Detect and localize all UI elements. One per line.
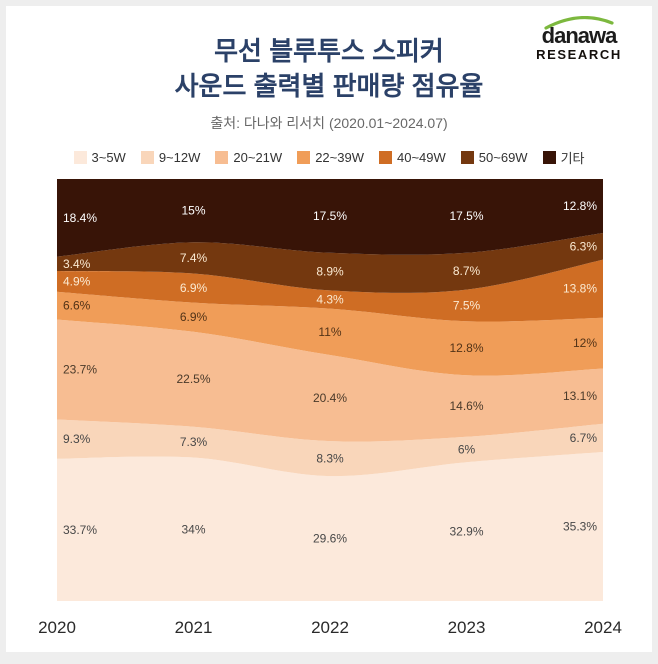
value-label: 4.9%	[63, 274, 91, 288]
legend-item: 22~39W	[297, 150, 364, 165]
danawa-logo: danawa RESEARCH	[520, 16, 638, 62]
value-label: 23.7%	[63, 363, 97, 377]
value-label: 6.9%	[180, 281, 208, 295]
page: danawa RESEARCH 무선 블루투스 스피커 사운드 출력별 판매량 …	[6, 6, 652, 652]
value-label: 6.6%	[63, 299, 91, 313]
area-band-기타	[57, 179, 603, 257]
area-band-9~12W	[57, 419, 603, 477]
legend-swatch	[140, 151, 154, 165]
value-label: 7.4%	[180, 251, 208, 265]
area-band-40~49W	[57, 259, 603, 322]
value-label: 4.3%	[316, 293, 344, 307]
value-label: 15%	[181, 204, 205, 218]
source-subtitle: 출처: 다나와 리서치 (2020.01~2024.07)	[210, 115, 448, 132]
title-line1: 무선 블루투스 스피커	[214, 36, 444, 66]
legend-label: 50~69W	[478, 150, 528, 166]
value-label: 7.5%	[453, 299, 481, 313]
legend-label: 40~49W	[396, 150, 446, 166]
x-axis-label: 2021	[175, 618, 213, 637]
area-band-3~5W	[57, 452, 603, 602]
legend-label: 기타	[560, 151, 585, 167]
value-label: 32.9%	[449, 525, 483, 539]
legend-swatch	[215, 151, 229, 165]
legend-item: 20~21W	[215, 150, 282, 165]
legend-swatch	[460, 151, 474, 165]
logo-swoosh-icon	[544, 16, 614, 30]
value-label: 14.6%	[449, 399, 483, 413]
value-label: 12.8%	[449, 341, 483, 355]
legend-swatch	[542, 151, 556, 165]
legend-item: 기타	[542, 148, 585, 167]
value-label: 6.7%	[570, 431, 598, 445]
area-band-50~69W	[57, 233, 603, 294]
value-label: 34%	[181, 522, 205, 536]
legend-label: 20~21W	[233, 150, 283, 166]
value-label: 6.3%	[570, 239, 598, 253]
x-axis-label: 2022	[311, 618, 349, 637]
value-label: 20.4%	[313, 391, 347, 405]
value-label: 8.7%	[453, 264, 481, 278]
value-label: 18.4%	[63, 211, 97, 225]
value-label: 22.5%	[176, 372, 210, 386]
page-title: 무선 블루투스 스피커 사운드 출력별 판매량 점유율	[6, 34, 652, 104]
value-label: 7.3%	[180, 435, 208, 449]
logo-research-text: RESEARCH	[536, 47, 622, 63]
value-label: 35.3%	[563, 520, 597, 534]
legend-label: 22~39W	[315, 150, 364, 166]
value-label: 17.5%	[449, 209, 483, 223]
stacked-area-chart: 33.7% 34% 29.6% 32.9% 35.3% 9.3% 7.3% 8.3% 6% 6.7…	[38, 179, 622, 637]
value-label: 11%	[318, 325, 341, 339]
value-label: 12.8%	[563, 199, 597, 213]
legend-swatch	[73, 151, 87, 165]
area-band-20~21W	[57, 319, 603, 442]
title-line2: 사운드 출력별 판매량 점유율	[174, 71, 484, 102]
legend-swatch	[297, 151, 311, 165]
value-label: 3.4%	[63, 257, 91, 271]
value-label: 13.1%	[563, 389, 597, 403]
value-label: 6.9%	[180, 310, 208, 324]
value-label: 17.5%	[313, 209, 347, 223]
value-label: 6%	[458, 443, 476, 457]
legend-item: 40~49W	[378, 150, 446, 166]
legend-swatch	[378, 151, 392, 165]
legend-label: 9~12W	[158, 150, 201, 166]
legend-item: 50~69W	[460, 150, 528, 166]
x-axis-label: 2023	[448, 618, 486, 637]
legend-label: 3~5W	[91, 150, 126, 166]
value-label: 9.3%	[63, 432, 91, 446]
x-axis-label: 2020	[38, 618, 76, 637]
area-band-22~39W	[57, 291, 603, 376]
logo-brand-text: danawa	[541, 23, 618, 48]
value-label: 8.3%	[316, 452, 344, 466]
value-label: 8.9%	[316, 265, 344, 279]
legend: 3~5W 9~12W 20~21W 22~39W 40~49W 50~69W 기타	[6, 148, 652, 167]
legend-item: 9~12W	[140, 150, 201, 166]
value-label: 13.8%	[563, 282, 597, 296]
legend-item: 3~5W	[73, 150, 126, 166]
value-label: 29.6%	[313, 532, 347, 546]
value-label: 12%	[573, 336, 597, 350]
x-axis-label: 2024	[584, 618, 622, 637]
value-label: 33.7%	[63, 523, 97, 537]
